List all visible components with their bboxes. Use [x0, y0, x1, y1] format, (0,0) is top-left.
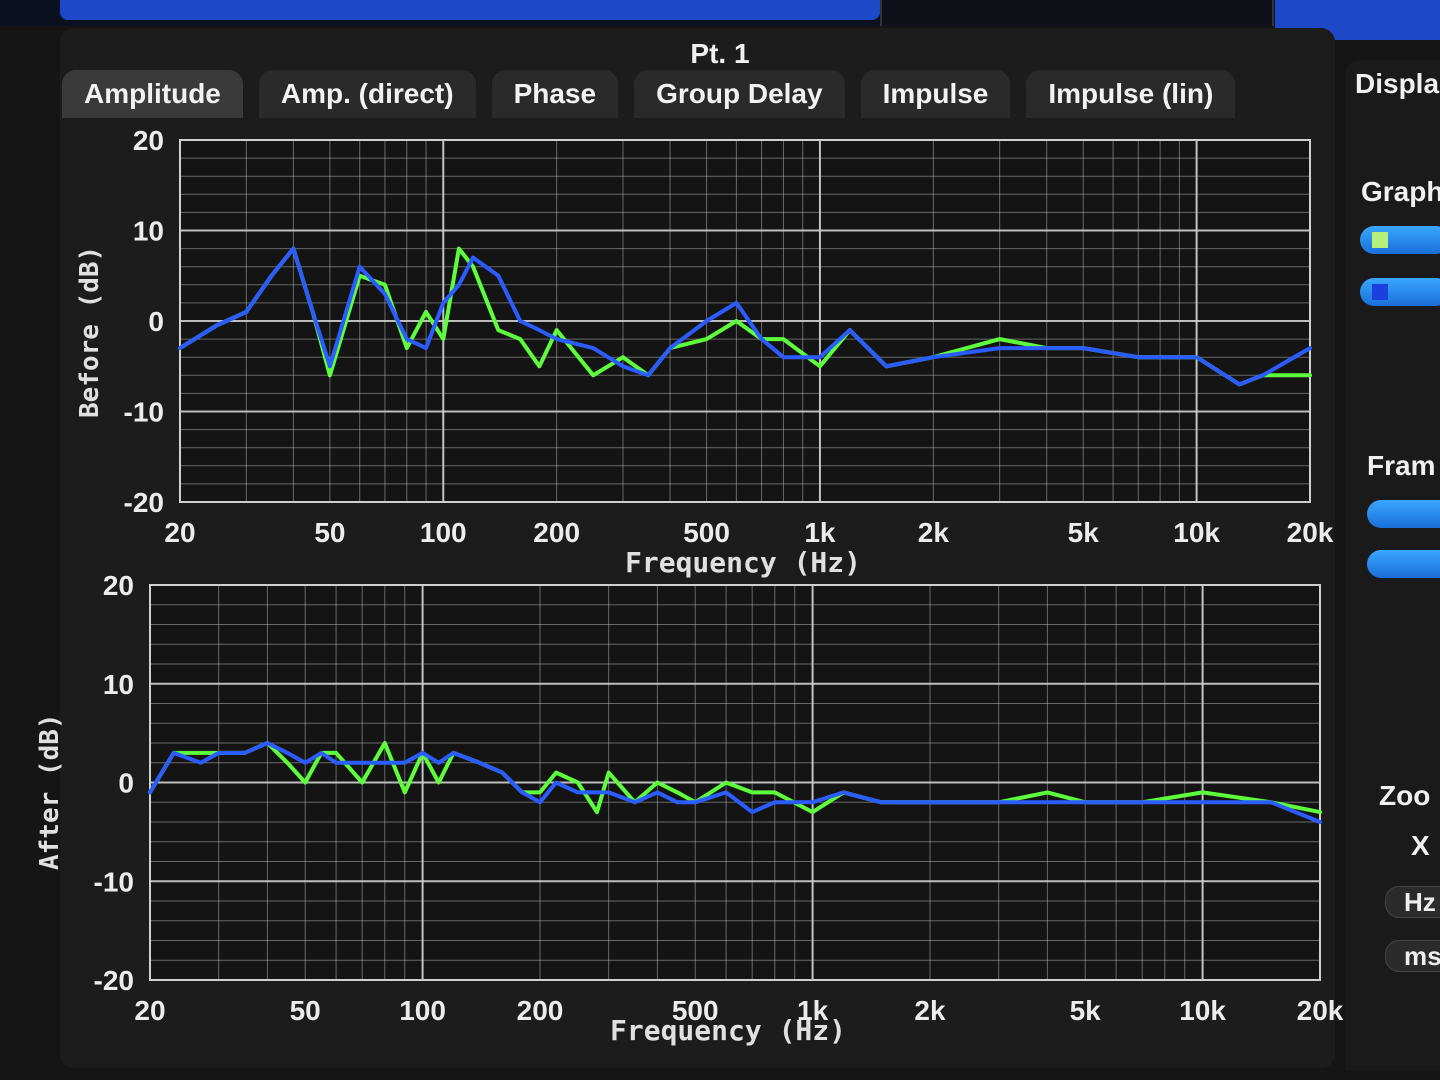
display-label: Displa: [1355, 68, 1440, 99]
trace-2-toggle[interactable]: [1360, 278, 1440, 306]
top-bar: [0, 0, 1440, 40]
trace-1-swatch: [1372, 232, 1388, 248]
hz-button[interactable]: Hz: [1385, 886, 1440, 918]
tab-phase[interactable]: Phase: [491, 70, 619, 118]
tab-impulse[interactable]: Impulse: [860, 70, 1011, 118]
tab-amplitude[interactable]: Amplitude: [62, 70, 243, 118]
frame-toggle-2[interactable]: [1367, 550, 1440, 578]
after-y-axis-label: After (dB): [35, 713, 65, 870]
right-side-panel: Displa Graph Fram Zoo X Hz ms: [1345, 60, 1440, 1070]
tab-group-delay[interactable]: Group Delay: [634, 70, 845, 118]
tab-amp-direct[interactable]: Amp. (direct): [258, 70, 476, 118]
trace-1-toggle[interactable]: [1360, 226, 1440, 254]
graph-label: Graph: [1361, 176, 1440, 207]
frame-label: Fram: [1367, 450, 1436, 481]
before-y-axis-label: Before (dB): [75, 245, 105, 418]
top-bar-accent: [60, 0, 880, 20]
zoom-x-label: X: [1411, 830, 1430, 861]
frame-toggle-1[interactable]: [1367, 500, 1440, 528]
trace-2-swatch: [1372, 284, 1388, 300]
before-x-axis-label: Frequency (Hz): [625, 546, 862, 579]
point-title: Pt. 1: [690, 38, 750, 69]
zoom-label: Zoo: [1379, 780, 1431, 811]
top-bar-segment: [880, 0, 1274, 26]
tab-bar: Amplitude Amp. (direct) Phase Group Dela…: [62, 70, 1236, 118]
ms-button[interactable]: ms: [1385, 940, 1440, 972]
tab-impulse-lin[interactable]: Impulse (lin): [1026, 70, 1236, 118]
after-x-axis-label: Frequency (Hz): [610, 1014, 847, 1047]
